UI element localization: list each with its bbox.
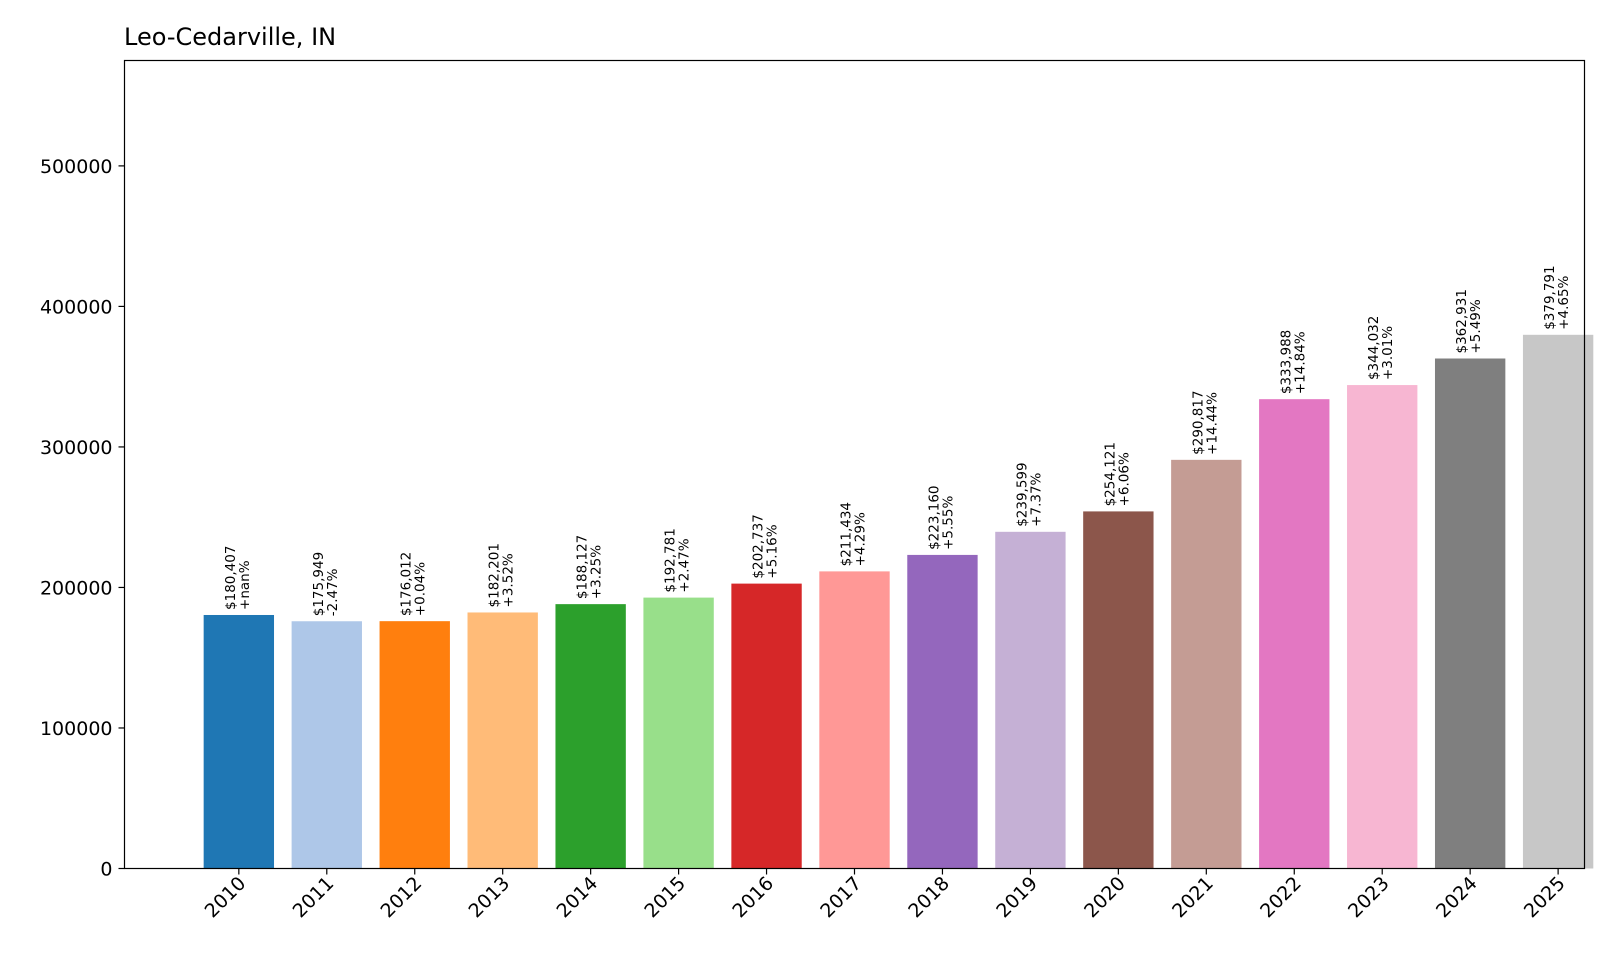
bar-2023: [1347, 385, 1418, 869]
bar-change-label: +3.01%: [1380, 326, 1396, 380]
bar-value-label: $344,032: [1366, 316, 1382, 380]
x-tick-label: 2015: [640, 872, 690, 922]
bar-2014: [555, 604, 626, 869]
x-tick-label: 2017: [816, 872, 866, 922]
x-tick-label: 2022: [1256, 872, 1306, 922]
bar-2017: [819, 571, 890, 869]
y-tick-label: 400000: [40, 296, 113, 318]
bar-2025: [1522, 334, 1594, 869]
bar-2018: [907, 554, 978, 869]
bar-value-label: $379,791: [1542, 265, 1558, 329]
bar-change-label: -2.47%: [325, 568, 341, 616]
bar-change-label: +7.37%: [1028, 472, 1044, 526]
x-tick-label: 2010: [201, 872, 251, 922]
bar-change-label: +5.55%: [940, 496, 956, 550]
x-tick-label: 2024: [1432, 872, 1482, 922]
chart-title: Leo-Cedarville, IN: [124, 23, 336, 51]
bar-2019: [995, 531, 1066, 869]
bar-2016: [731, 583, 802, 869]
x-tick-label: 2019: [992, 872, 1042, 922]
bar-value-label: $182,201: [487, 543, 503, 607]
bar-change-label: +5.16%: [765, 524, 781, 578]
bar-value-label: $180,407: [223, 546, 239, 610]
y-tick-label: 100000: [40, 718, 113, 740]
x-tick-label: 2013: [464, 872, 514, 922]
bar-2011: [291, 621, 362, 869]
x-axis: 2010 2011 2012 2013 2014 2015 2016 2017 2018 2019…: [201, 868, 1570, 922]
bars: [203, 334, 1594, 869]
bar-labels: $180,407+nan% $175,949-2.47% $176,012+0.04…: [223, 265, 1572, 616]
bar-value-label: $290,817: [1190, 390, 1206, 454]
x-tick-label: 2016: [728, 872, 778, 922]
bar-value-label: $202,737: [751, 514, 767, 578]
y-tick-label: 0: [100, 859, 112, 881]
bar-2020: [1083, 511, 1154, 869]
bar-value-label: $188,127: [575, 535, 591, 599]
x-tick-label: 2011: [289, 872, 339, 922]
bar-change-label: +3.52%: [501, 553, 517, 607]
bar-value-label: $223,160: [926, 485, 942, 549]
bar-2015: [643, 597, 714, 869]
bar-value-label: $362,931: [1454, 289, 1470, 353]
x-tick-label: 2012: [377, 872, 427, 922]
x-tick-label: 2021: [1168, 872, 1218, 922]
bar-change-label: +nan%: [237, 560, 253, 610]
bar-change-label: +14.44%: [1204, 392, 1220, 455]
y-axis: 0 100000 200000 300000 400000 500000: [40, 156, 125, 881]
bar-change-label: +6.06%: [1116, 452, 1132, 506]
bar-change-label: +2.47%: [677, 538, 693, 592]
bar-2010: [203, 614, 275, 869]
bar-2012: [379, 621, 450, 869]
bar-2022: [1259, 399, 1330, 869]
bar-change-label: +5.49%: [1468, 299, 1484, 353]
x-tick-label: 2018: [904, 872, 954, 922]
x-tick-label: 2023: [1344, 872, 1394, 922]
bar-value-label: $333,988: [1278, 330, 1294, 394]
bar-value-label: $239,599: [1014, 462, 1030, 526]
bar-change-label: +14.84%: [1292, 331, 1308, 394]
plot-frame: [123, 59, 1586, 870]
x-tick-label: 2025: [1520, 872, 1570, 922]
bar-value-label: $211,434: [839, 502, 855, 566]
x-tick-label: 2014: [552, 872, 602, 922]
y-tick-label: 500000: [40, 156, 113, 178]
bar-value-label: $176,012: [399, 552, 415, 616]
bar-change-label: +3.25%: [589, 545, 605, 599]
bar-value-label: $175,949: [311, 552, 327, 616]
bar-2024: [1434, 358, 1506, 869]
bar-value-label: $254,121: [1102, 442, 1118, 506]
bar-2013: [467, 612, 538, 869]
bar-change-label: +4.29%: [853, 512, 869, 566]
y-tick-label: 300000: [40, 437, 113, 459]
bar-change-label: +0.04%: [413, 562, 429, 616]
bar-2021: [1171, 459, 1242, 869]
bar-change-label: +4.65%: [1556, 275, 1572, 329]
bar-value-label: $192,781: [663, 528, 679, 592]
x-tick-label: 2020: [1080, 872, 1130, 922]
y-tick-label: 200000: [40, 577, 113, 599]
